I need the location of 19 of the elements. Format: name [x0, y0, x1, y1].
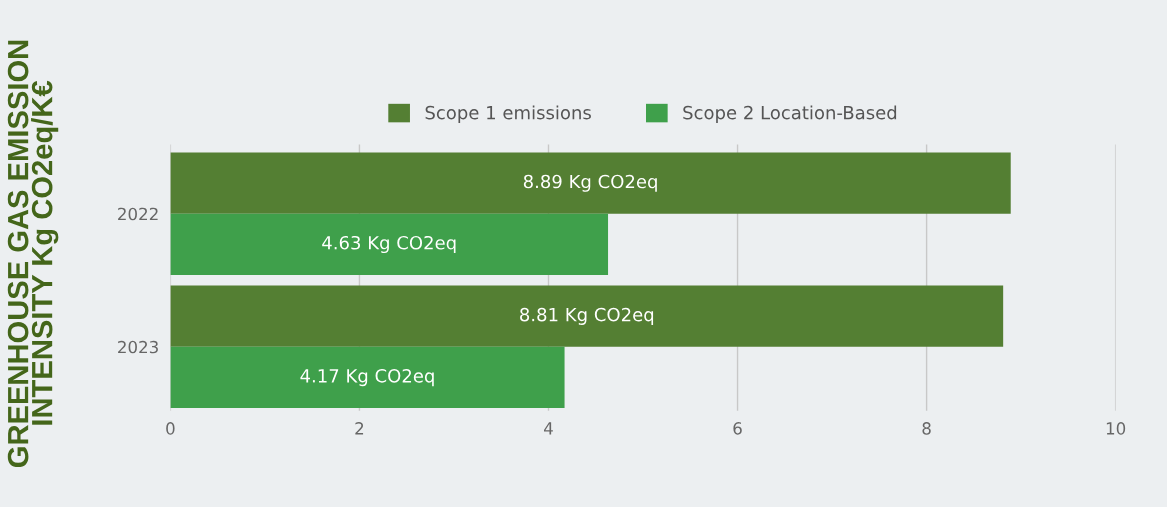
x-tick-label: 2	[355, 422, 364, 435]
data-label: 4.17 Kg CO2eq	[300, 368, 434, 387]
x-tick-label: 0	[166, 422, 175, 435]
x-tick-label: 8	[922, 422, 931, 435]
x-tick-label: 10	[1106, 422, 1126, 435]
y-tick-label: 2022	[118, 207, 158, 221]
legend-label: Scope 1 emissions	[425, 105, 591, 123]
legend-label: Scope 2 Location-Based	[683, 105, 897, 123]
y-axis-title: GREENHOUSE GAS EMISSION INTENSITY Kg CO2eq/K€	[7, 40, 59, 468]
bar	[170, 152, 1011, 214]
x-tick-label: 4	[544, 422, 553, 435]
x-tick-label: 6	[733, 422, 742, 435]
data-label: 8.81 Kg CO2eq	[520, 307, 654, 325]
data-label: 8.89 Kg CO2eq	[523, 174, 657, 192]
data-label: 4.63 Kg CO2eq	[322, 235, 456, 254]
bar	[170, 346, 565, 409]
bar	[170, 285, 1004, 347]
y-tick-label: 2023	[118, 340, 158, 354]
bar	[170, 213, 609, 275]
